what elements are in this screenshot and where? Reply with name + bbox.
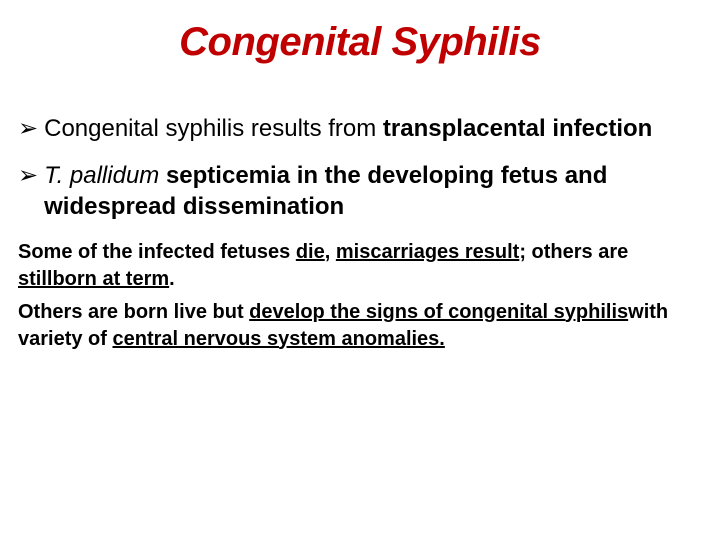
bullet-marker-icon: ➢ bbox=[18, 160, 38, 222]
para-underline: stillborn at term bbox=[18, 268, 169, 290]
para-text: Some of the infected fetuses bbox=[18, 241, 296, 263]
para-underline: miscarriages result bbox=[336, 241, 519, 263]
bullet-bold: transplacental infection bbox=[383, 115, 652, 142]
bullet-marker-icon: ➢ bbox=[18, 113, 38, 144]
para-underline: develop the signs of congenital syphilis bbox=[249, 301, 628, 323]
para-text: . bbox=[169, 268, 175, 290]
bullet-item: ➢ T. pallidum septicemia in the developi… bbox=[18, 160, 702, 222]
para-underline: die bbox=[296, 241, 325, 263]
bullet-text: T. pallidum septicemia in the developing… bbox=[44, 160, 702, 222]
para-text: , bbox=[325, 241, 336, 263]
bullet-italic: T. pallidum bbox=[44, 162, 166, 189]
bullet-prefix: Congenital syphilis results from bbox=[44, 115, 383, 142]
bullet-item: ➢ Congenital syphilis results from trans… bbox=[18, 113, 702, 144]
slide-title: Congenital Syphilis bbox=[18, 20, 702, 65]
paragraph-outcomes: Some of the infected fetuses die, miscar… bbox=[18, 239, 702, 293]
para-underline: central nervous system anomalies. bbox=[112, 328, 444, 350]
para-text: ; others are bbox=[519, 241, 628, 263]
para-text: Others are born live but bbox=[18, 301, 249, 323]
bullet-text: Congenital syphilis results from transpl… bbox=[44, 113, 702, 144]
slide-container: Congenital Syphilis ➢ Congenital syphili… bbox=[0, 0, 720, 540]
paragraph-signs: Others are born live but develop the sig… bbox=[18, 299, 702, 353]
